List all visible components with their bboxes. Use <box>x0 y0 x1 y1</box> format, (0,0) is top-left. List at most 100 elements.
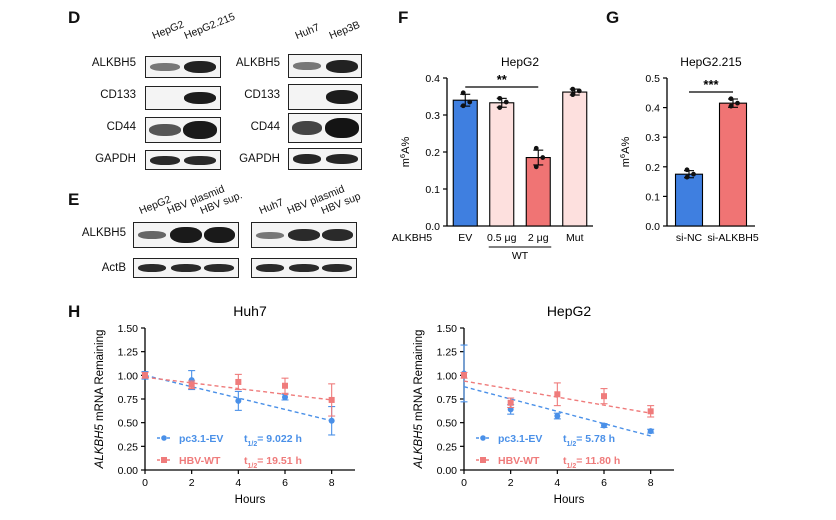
legend-half-life: t1/2= 5.78 h <box>563 433 615 448</box>
data-point <box>142 372 148 379</box>
y-axis-label: m6A% <box>398 137 413 168</box>
data-point <box>735 100 740 106</box>
band <box>326 154 358 164</box>
blot-row-label: CD133 <box>244 89 280 101</box>
band <box>293 62 321 70</box>
data-point <box>282 394 288 401</box>
band <box>322 264 352 272</box>
blot-strip <box>288 113 362 143</box>
data-point <box>570 86 576 92</box>
blot-row-label: ALKBH5 <box>91 57 136 69</box>
x-tick-label: 4 <box>554 477 560 489</box>
chart-title: HepG2 <box>501 55 539 69</box>
data-point <box>576 88 582 94</box>
data-point <box>554 413 561 420</box>
band <box>184 61 216 73</box>
category-label: si-NC <box>676 232 703 244</box>
band <box>326 90 358 104</box>
band <box>256 264 284 272</box>
group-label: WT <box>512 250 529 262</box>
y-axis-label: m6A% <box>618 137 633 168</box>
band <box>322 229 353 241</box>
legend-marker <box>480 435 486 441</box>
y-tick-label: 0.00 <box>437 465 458 477</box>
x-tick-label: 6 <box>601 477 607 489</box>
y-tick-label: 0.0 <box>645 221 660 233</box>
blot-strip <box>145 117 221 143</box>
legend-marker <box>161 435 167 441</box>
y-tick-label: 1.25 <box>118 347 139 359</box>
data-point <box>647 408 654 415</box>
bar <box>674 173 704 227</box>
y-tick-label: 0.50 <box>437 418 458 430</box>
chart-title: Huh7 <box>233 303 267 319</box>
legend-half-life: t1/2= 11.80 h <box>563 455 620 470</box>
y-tick-label: 0.75 <box>437 394 458 406</box>
legend-label: pc3.1-EV <box>179 433 223 445</box>
x-tick-label: 0 <box>461 477 467 489</box>
blot-row-label: GAPDH <box>239 153 280 165</box>
panel-letter-h: H <box>68 302 81 321</box>
band <box>289 264 319 272</box>
blot-strip <box>251 258 357 278</box>
category-label: EV <box>458 232 472 244</box>
y-tick-label: 0.3 <box>645 132 660 144</box>
blot-strip <box>133 222 239 248</box>
blot-row-label: ActB <box>101 262 126 274</box>
x-tick-label: 8 <box>648 477 654 489</box>
legend-marker <box>480 457 486 463</box>
blot-row-label: CD44 <box>250 121 280 133</box>
blot-strip <box>133 258 239 278</box>
category-label: Mut <box>566 232 584 244</box>
x-tick-label: 6 <box>282 477 288 489</box>
blot-row-label: CD133 <box>100 89 136 101</box>
data-point <box>533 145 539 151</box>
data-point <box>503 99 509 105</box>
bar <box>562 91 588 227</box>
band <box>184 92 216 104</box>
data-point <box>507 399 514 406</box>
blot-row-label: CD44 <box>106 121 136 133</box>
band <box>138 231 166 239</box>
chart-title: HepG2 <box>547 303 592 319</box>
y-tick-label: 0.1 <box>425 184 440 196</box>
y-tick-label: 0.5 <box>645 73 660 85</box>
data-point <box>728 96 734 102</box>
data-point <box>235 397 242 404</box>
band <box>183 121 217 139</box>
blot-strip <box>288 54 362 78</box>
blot-row-label: GAPDH <box>95 153 136 165</box>
blot-row-label: ALKBH5 <box>81 227 126 239</box>
blot-strip <box>288 84 362 110</box>
legend-half-life: t1/2= 19.51 h <box>244 455 302 470</box>
data-point <box>684 174 690 180</box>
y-tick-label: 0.3 <box>425 110 440 122</box>
band <box>204 264 234 272</box>
category-label: si-ALKBH5 <box>707 232 759 244</box>
band <box>292 121 322 135</box>
band <box>184 156 216 165</box>
y-axis-label: ALKBH5 mRNA Remaining <box>413 330 425 470</box>
data-point <box>601 422 607 429</box>
band <box>170 227 202 243</box>
band <box>138 264 166 272</box>
band <box>150 63 180 71</box>
data-point <box>460 90 466 96</box>
x-tick-label: 4 <box>235 477 241 489</box>
y-tick-label: 0.00 <box>118 465 139 477</box>
blot-strip <box>145 56 221 78</box>
band <box>325 118 359 138</box>
data-point <box>601 393 607 400</box>
y-tick-label: 1.00 <box>437 370 458 382</box>
x-tick-label: 2 <box>189 477 195 489</box>
data-point <box>728 103 734 109</box>
blot-strip <box>288 148 362 170</box>
data-point <box>461 372 467 379</box>
band <box>326 60 358 73</box>
band <box>288 229 320 241</box>
data-point <box>328 417 335 424</box>
y-tick-label: 0.2 <box>425 147 440 159</box>
legend-label: HBV-WT <box>179 455 221 467</box>
panel-letter-d: D <box>68 8 81 27</box>
